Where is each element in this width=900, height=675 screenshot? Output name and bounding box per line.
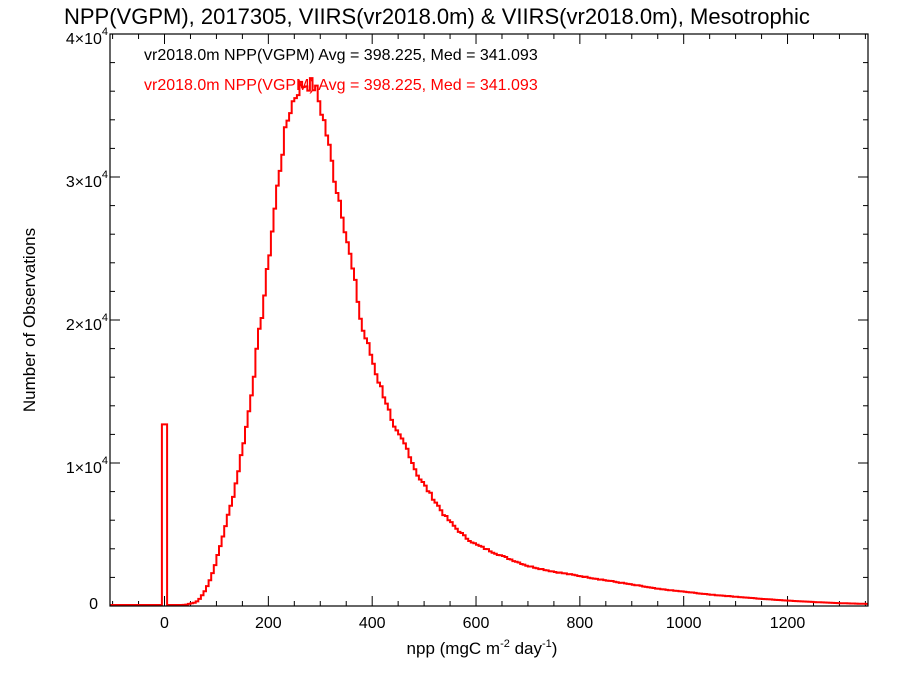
x-tick-label: 600 xyxy=(463,615,490,632)
x-tick-label: 200 xyxy=(255,615,282,632)
chart-title: NPP(VGPM), 2017305, VIIRS(vr2018.0m) & V… xyxy=(64,4,810,29)
minor-ticks xyxy=(110,34,868,606)
histogram-series-line xyxy=(110,77,868,606)
legend: vr2018.0m NPP(VGPM) Avg = 398.225, Med =… xyxy=(144,47,538,94)
y-tick-label: 3×104 xyxy=(66,169,108,191)
y-tick-labels: 0 1×104 2×104 3×104 4×104 xyxy=(66,26,108,613)
legend-entry-red: vr2018.0m NPP(VGPM) Avg = 398.225, Med =… xyxy=(144,77,538,94)
legend-entry-black: vr2018.0m NPP(VGPM) Avg = 398.225, Med =… xyxy=(144,47,538,64)
x-axis-label: npp (mgC m-2 day-1) xyxy=(407,638,558,658)
major-ticks xyxy=(110,33,868,607)
y-tick-label: 2×104 xyxy=(66,312,108,334)
x-axis-label-mid: day xyxy=(510,639,543,658)
x-tick-label: 1000 xyxy=(666,615,702,632)
x-tick-label: 1200 xyxy=(770,615,806,632)
x-tick-label: 800 xyxy=(567,615,594,632)
x-axis-label-exp2: -1 xyxy=(542,638,552,650)
plot-frame xyxy=(109,33,869,607)
x-tick-label: 0 xyxy=(160,615,169,632)
y-tick-label: 4×104 xyxy=(66,26,108,48)
x-axis-label-exp1: -2 xyxy=(500,638,510,650)
y-tick-label: 1×104 xyxy=(66,455,108,477)
y-axis-label: Number of Observations xyxy=(20,228,39,412)
y-tick-label: 0 xyxy=(89,596,98,613)
x-tick-label: 400 xyxy=(359,615,386,632)
x-axis-label-base: npp (mgC m xyxy=(407,639,501,658)
x-tick-labels: 0 200 400 600 800 1000 1200 xyxy=(160,615,805,632)
x-axis-label-end: ) xyxy=(552,639,558,658)
